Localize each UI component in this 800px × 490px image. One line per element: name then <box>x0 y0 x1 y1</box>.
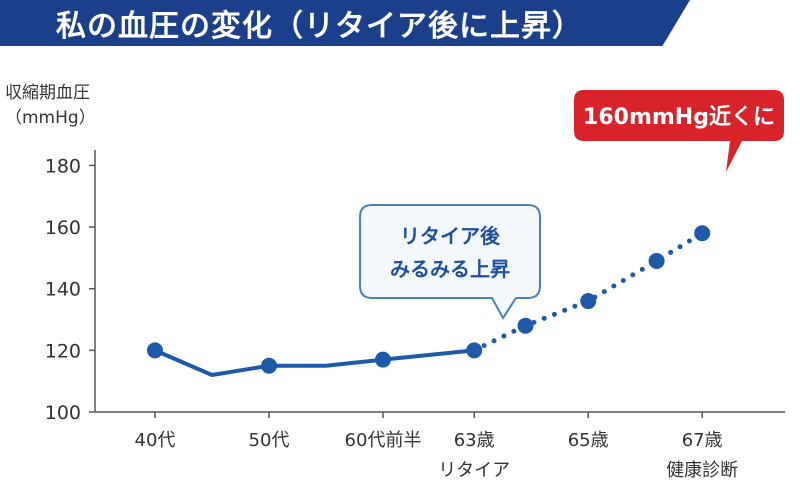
y-tick-label: 140 <box>45 279 81 301</box>
x-tick-sublabel: 健康診断 <box>666 460 738 481</box>
annotation-bubble-shape <box>359 204 541 320</box>
x-tick-label: 65歳 <box>568 430 609 451</box>
y-tick-label: 180 <box>45 155 81 177</box>
callout-text: 160mmHg近くに <box>583 104 775 130</box>
x-tick-label: 50代 <box>249 430 290 451</box>
callout-shape <box>574 90 784 172</box>
data-point <box>580 293 597 310</box>
data-point <box>466 342 483 359</box>
x-tick-sublabel: リタイア <box>438 460 510 481</box>
title-bar: 私の血圧の変化（リタイア後に上昇） <box>0 0 690 46</box>
y-axis-label-line2: （mmHg） <box>5 108 96 128</box>
x-tick-label: 67歳 <box>682 430 723 451</box>
solid-trend-line <box>153 348 477 378</box>
y-axis-label-line1: 収縮期血圧 <box>5 83 90 103</box>
callout: 160mmHg近くに <box>574 90 784 172</box>
annotation-line1: リタイア後 <box>400 224 501 248</box>
x-tick-label: 60代前半 <box>345 430 422 451</box>
data-point <box>648 252 665 269</box>
data-series <box>147 225 711 378</box>
annotation-line2: みるみる上昇 <box>390 257 510 281</box>
data-point <box>147 342 163 359</box>
x-tick-label: 63歳 <box>454 430 495 451</box>
y-tick-label: 100 <box>45 402 81 424</box>
annotation-bubble: リタイア後 みるみる上昇 <box>359 204 541 320</box>
x-tick-label: 40代 <box>135 430 176 451</box>
y-tick-label: 120 <box>45 340 81 362</box>
data-point <box>375 351 391 368</box>
data-point <box>694 225 711 242</box>
y-tick-label: 160 <box>45 217 81 239</box>
dotted-trend-line <box>471 230 705 353</box>
data-point <box>261 357 277 374</box>
chart-title: 私の血圧の変化（リタイア後に上昇） <box>56 9 583 44</box>
data-point <box>517 317 534 334</box>
